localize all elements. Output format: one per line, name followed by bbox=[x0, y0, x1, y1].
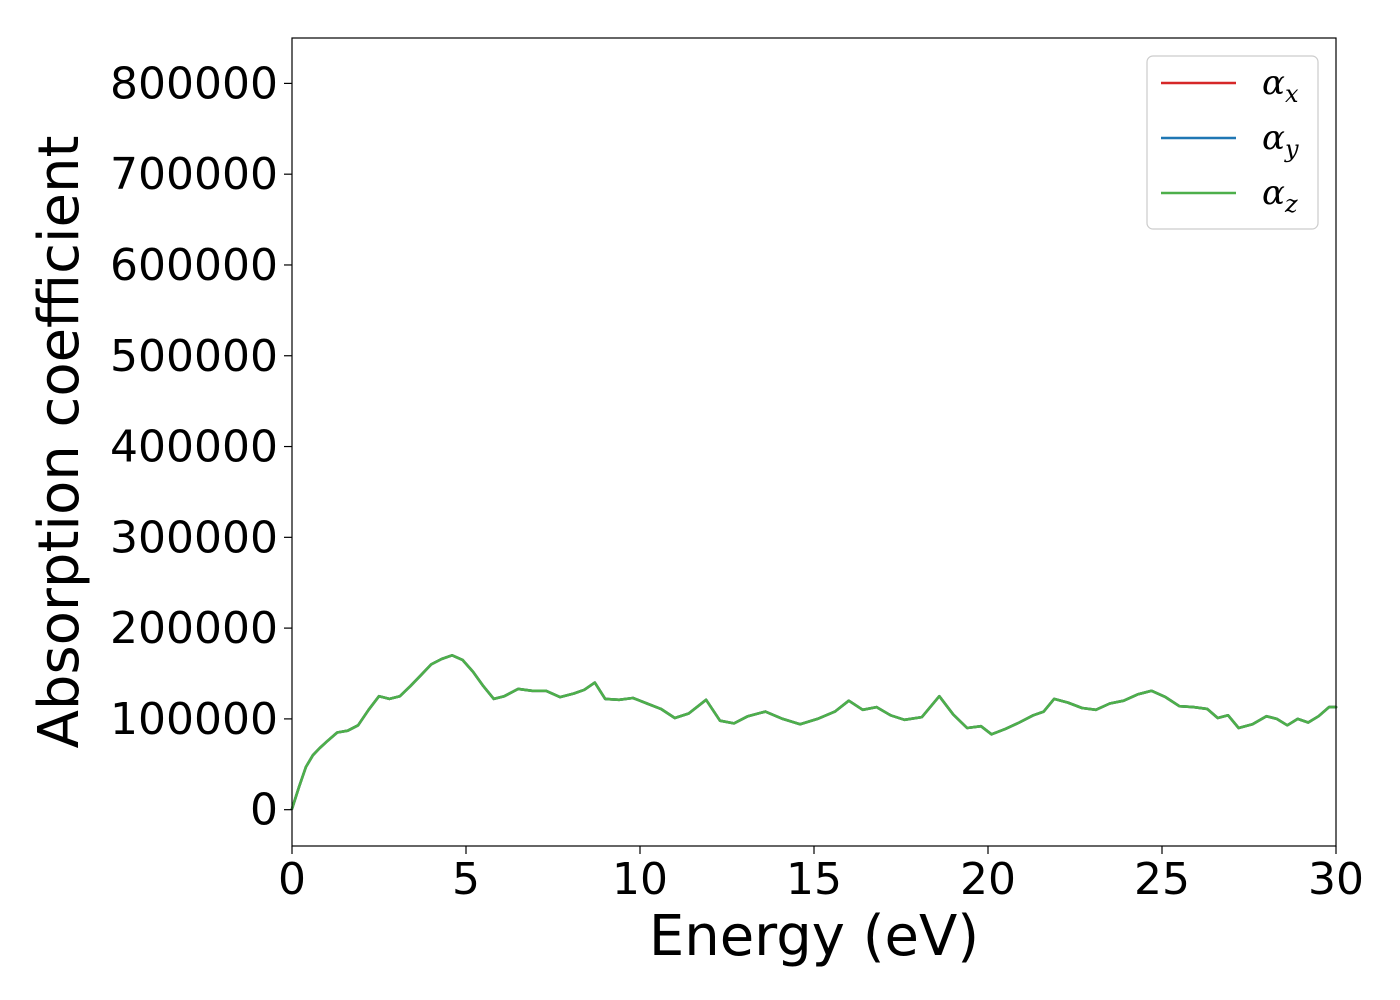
legend-label-y: αy bbox=[1262, 118, 1299, 163]
legend-box bbox=[1146, 55, 1319, 230]
y-tick-label: 500000 bbox=[110, 331, 278, 382]
series-layer bbox=[290, 654, 1338, 811]
y-tick-label: 200000 bbox=[110, 603, 278, 654]
y-axis-title: Absorption coefficient bbox=[27, 136, 92, 749]
y-tick-label: 800000 bbox=[110, 58, 278, 109]
y-tick-label: 100000 bbox=[110, 694, 278, 745]
y-tick-label: 700000 bbox=[110, 149, 278, 200]
legend: αx αy αz bbox=[1146, 55, 1319, 230]
y-tick-label: 600000 bbox=[110, 240, 278, 291]
x-tick-label: 10 bbox=[612, 854, 668, 905]
x-tick-label: 30 bbox=[1308, 854, 1364, 905]
x-tick-label: 0 bbox=[278, 854, 306, 905]
x-tick-label: 20 bbox=[960, 854, 1016, 905]
x-axis-title: Energy (eV) bbox=[649, 904, 979, 969]
x-tick-label: 5 bbox=[452, 854, 480, 905]
x-axis: 0 5 10 15 20 25 30 bbox=[278, 846, 1364, 905]
y-tick-label: 300000 bbox=[110, 512, 278, 563]
y-tick-label: 400000 bbox=[110, 422, 278, 473]
x-tick-label: 15 bbox=[786, 854, 842, 905]
series-line-2 bbox=[290, 654, 1338, 811]
legend-label-x: αx bbox=[1262, 63, 1299, 108]
x-tick-label: 25 bbox=[1134, 854, 1190, 905]
y-tick-label: 0 bbox=[250, 785, 278, 836]
y-axis: 0 100000 200000 300000 400000 500000 600000 700… bbox=[110, 58, 292, 836]
legend-label-z: αz bbox=[1262, 173, 1298, 218]
